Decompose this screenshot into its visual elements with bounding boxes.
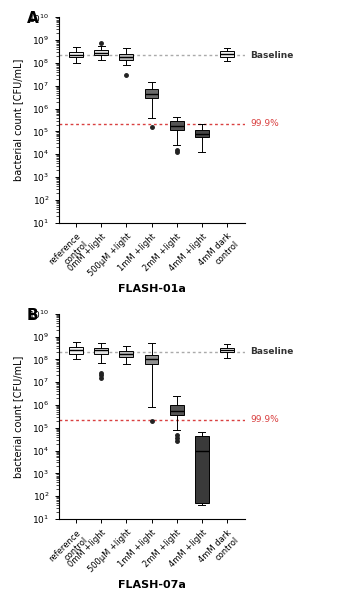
Y-axis label: bacterial count [CFU/mL]: bacterial count [CFU/mL] — [13, 355, 23, 478]
PathPatch shape — [69, 52, 83, 57]
PathPatch shape — [195, 130, 209, 137]
Text: Baseline: Baseline — [251, 50, 294, 59]
PathPatch shape — [170, 405, 184, 415]
PathPatch shape — [195, 436, 209, 503]
Text: Baseline: Baseline — [251, 347, 294, 356]
Y-axis label: bacterial count [CFU/mL]: bacterial count [CFU/mL] — [13, 59, 23, 181]
PathPatch shape — [69, 347, 83, 353]
PathPatch shape — [145, 355, 158, 364]
PathPatch shape — [220, 348, 234, 352]
Text: 99.9%: 99.9% — [251, 119, 279, 128]
PathPatch shape — [94, 348, 108, 353]
Text: B: B — [27, 308, 39, 323]
X-axis label: FLASH-07a: FLASH-07a — [118, 580, 185, 590]
PathPatch shape — [94, 50, 108, 55]
PathPatch shape — [170, 121, 184, 130]
Text: 99.9%: 99.9% — [251, 415, 279, 424]
Text: A: A — [27, 11, 39, 26]
X-axis label: FLASH-01a: FLASH-01a — [118, 284, 185, 293]
PathPatch shape — [220, 51, 234, 56]
PathPatch shape — [120, 54, 133, 61]
PathPatch shape — [145, 90, 158, 98]
PathPatch shape — [120, 350, 133, 357]
